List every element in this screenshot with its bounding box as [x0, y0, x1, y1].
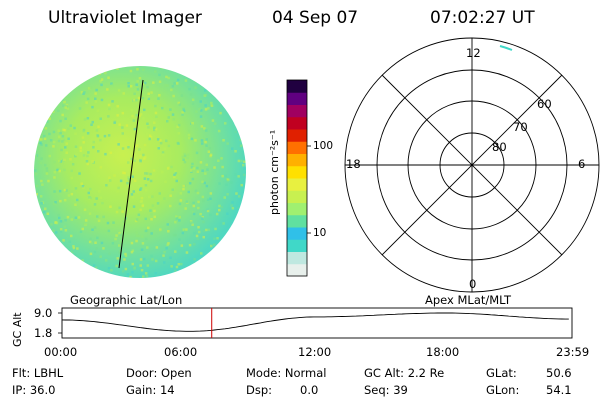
- y-tick-1.8: 1.8: [34, 326, 53, 340]
- instrument-title: Ultraviolet Imager: [48, 8, 202, 28]
- timeline-right-title: Apex MLat/MLT: [425, 293, 512, 307]
- colorbar-segment: [287, 190, 307, 203]
- status-glat-label: GLat:: [486, 366, 517, 380]
- colorbar-segment: [287, 239, 307, 252]
- colorbar: [286, 79, 311, 277]
- uv-image-panel: [34, 66, 246, 278]
- polar-grid: [344, 37, 600, 293]
- x-tick-0000: 00:00: [44, 345, 78, 359]
- polar-edge-data: [499, 45, 513, 51]
- status-gc-alt: GC Alt: 2.2 Re: [364, 366, 445, 380]
- terminator-line: [118, 79, 144, 269]
- colorbar-tick-100: 100: [313, 140, 334, 152]
- x-tick-1200: 12:00: [298, 345, 332, 359]
- colorbar-segment: [287, 116, 307, 130]
- y-tick-9: 9.0: [34, 306, 53, 320]
- colorbar-segment: [287, 263, 307, 277]
- polar-label-12: 12: [466, 46, 481, 60]
- time-label: 07:02:27 UT: [430, 8, 535, 28]
- polar-label-80: 80: [492, 140, 507, 154]
- colorbar-segment: [287, 227, 307, 240]
- x-tick-1800: 18:00: [426, 345, 460, 359]
- colorbar-segment: [287, 165, 307, 179]
- colorbar-segment: [287, 104, 307, 118]
- status-glat-value: 50.6: [546, 366, 572, 380]
- date-label: 04 Sep 07: [272, 8, 359, 28]
- status-ip: IP: 36.0: [12, 383, 56, 397]
- altitude-curve: [61, 312, 569, 332]
- timeline-panel: [58, 307, 573, 339]
- status-dsp-value: 0.0: [300, 383, 319, 397]
- colorbar-tick-10: 10: [313, 227, 327, 239]
- status-glon-value: 54.1: [546, 383, 572, 397]
- colorbar-segment: [287, 129, 307, 142]
- status-seq: Seq: 39: [364, 383, 408, 397]
- status-door: Door: Open: [126, 366, 192, 380]
- status-filter: Flt: LBHL: [12, 366, 64, 380]
- x-tick-2359: 23:59: [556, 345, 590, 359]
- x-tick-0600: 06:00: [164, 345, 198, 359]
- colorbar-segment: [287, 92, 307, 105]
- status-glon-label: GLon:: [486, 383, 520, 397]
- colorbar-segment: [287, 141, 307, 154]
- status-mode: Mode: Normal: [246, 366, 327, 380]
- polar-label-18: 18: [346, 157, 361, 171]
- colorbar-unit-label: photon cm⁻²s⁻¹: [268, 129, 281, 215]
- timeline-left-title: Geographic Lat/Lon: [70, 293, 183, 307]
- timeline-frame: [61, 307, 573, 339]
- colorbar-segment: [287, 178, 307, 191]
- status-dsp-label: Dsp:: [246, 383, 273, 397]
- timeline-y-label: GC Alt: [11, 312, 24, 347]
- colorbar-segment: [287, 214, 307, 228]
- status-gain: Gain: 14: [126, 383, 175, 397]
- colorbar-segment: [287, 202, 307, 216]
- colorbar-segment: [287, 153, 307, 167]
- polar-label-60: 60: [537, 97, 552, 111]
- polar-label-70: 70: [513, 120, 528, 134]
- polar-label-6: 6: [578, 157, 586, 171]
- colorbar-segment: [287, 80, 307, 93]
- polar-label-0: 0: [469, 277, 477, 291]
- colorbar-segment: [287, 251, 307, 265]
